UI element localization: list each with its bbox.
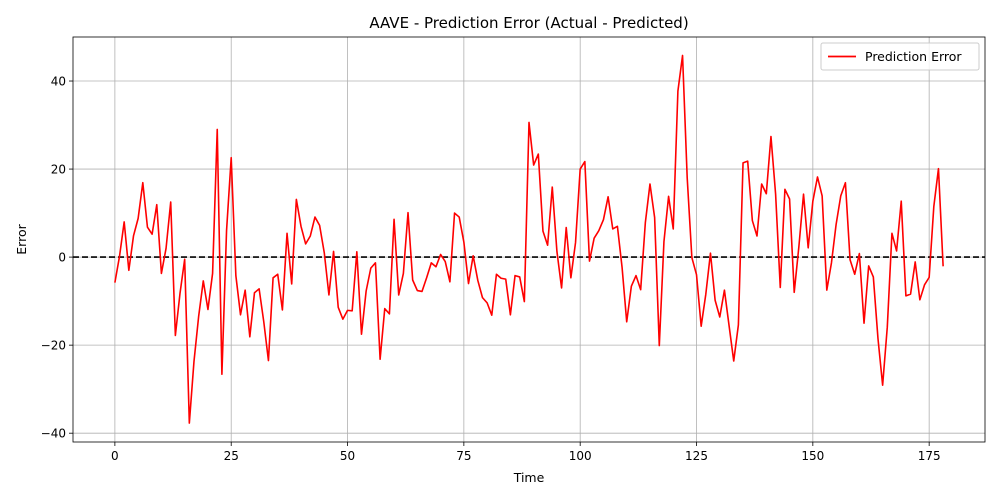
chart-title: AAVE - Prediction Error (Actual - Predic… <box>369 14 688 32</box>
y-tick-label: −20 <box>41 339 66 353</box>
x-tick-label: 100 <box>569 449 592 463</box>
series-layer <box>114 54 944 424</box>
plot-frame <box>72 36 986 443</box>
prediction-error-series-line <box>114 54 944 424</box>
x-tick-label: 25 <box>224 449 239 463</box>
x-tick-label: 175 <box>918 449 941 463</box>
x-axis-label: Time <box>513 470 545 485</box>
y-tick-label: 40 <box>51 75 66 89</box>
y-axis-label: Error <box>14 223 29 254</box>
y-tick-label: 20 <box>51 163 66 177</box>
legend: Prediction Error <box>820 42 980 71</box>
y-axis-ticks: −40 −20 0 20 40 <box>41 75 73 441</box>
x-tick-label: 50 <box>340 449 355 463</box>
legend-box <box>820 42 980 71</box>
x-tick-label: 150 <box>801 449 824 463</box>
x-tick-label: 0 <box>111 449 119 463</box>
legend-label: Prediction Error <box>865 49 962 64</box>
y-tick-label: 0 <box>58 251 66 265</box>
x-axis-ticks: 0 25 50 75 100 125 150 175 <box>111 442 941 463</box>
x-tick-label: 75 <box>456 449 471 463</box>
y-tick-label: −40 <box>41 427 66 441</box>
x-tick-label: 125 <box>685 449 708 463</box>
